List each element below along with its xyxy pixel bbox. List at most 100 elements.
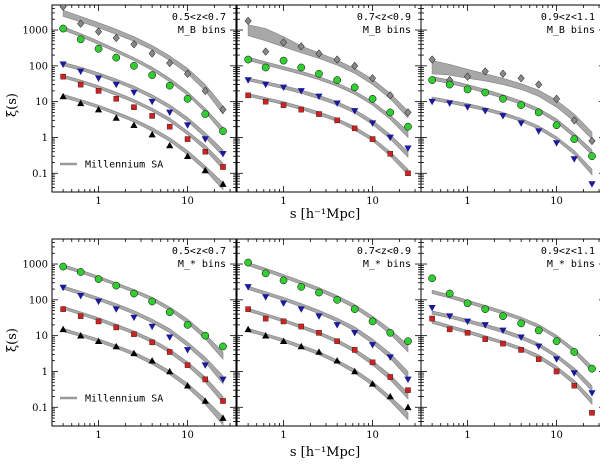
data-point-bright (279, 56, 288, 65)
data-point-intermediate (481, 108, 489, 115)
data-point-most-massive (445, 289, 454, 298)
panel-bins-label: M_B bins (178, 25, 226, 36)
data-point-intermediate (77, 68, 85, 75)
data-point-faint (387, 151, 394, 157)
data-point-bright (534, 108, 543, 117)
data-point-brightest (464, 72, 472, 81)
data-point-least-massive (183, 382, 192, 389)
model-band-3 (247, 77, 409, 159)
data-point-bright (59, 24, 67, 33)
data-point-intermediate (316, 330, 322, 336)
data-point-faint (245, 92, 251, 99)
data-point-faint (334, 117, 340, 124)
panel-bins-label: M_* bins (178, 259, 226, 270)
data-point-faintest (77, 99, 85, 107)
data-point-bright (76, 35, 85, 44)
data-point-intermediate (446, 100, 454, 107)
data-point-bright (183, 94, 192, 103)
model-band-4 (247, 327, 409, 421)
y-tick-label: 100 (29, 295, 48, 306)
data-point-intermediate (149, 339, 155, 346)
data-point-intermediate (201, 136, 209, 143)
panel-bins-label: M_B bins (547, 25, 595, 36)
data-point-most-massive (59, 262, 67, 271)
data-point-brightest (184, 69, 192, 78)
data-point-intermediate (130, 89, 138, 97)
data-point-faintest (166, 141, 174, 149)
data-point-massive (130, 314, 138, 322)
data-point-most-massive (428, 274, 436, 283)
data-point-intermediate (220, 398, 226, 404)
data-point-intermediate (245, 306, 251, 312)
data-point-brightest (166, 58, 174, 68)
data-point-brightest (570, 116, 578, 125)
y-tick-label: 10 (35, 97, 48, 108)
y-tick-label: 10 (35, 331, 48, 342)
data-point-intermediate (500, 340, 506, 347)
data-point-most-massive (368, 317, 377, 326)
panel-plot-area (59, 5, 227, 191)
data-point-massive (219, 376, 227, 384)
panel-2: 1 10 0.7<z<0.9 M_B bins (236, 4, 422, 207)
data-point-intermediate (77, 313, 84, 319)
data-point-least-massive (386, 392, 394, 400)
data-point-faint (369, 136, 376, 142)
data-point-intermediate (280, 318, 287, 325)
data-point-most-massive (481, 305, 490, 313)
data-point-bright (350, 83, 359, 92)
data-point-intermediate (219, 150, 227, 158)
panel-redshift-label: 0.5<z<0.7 (172, 12, 226, 23)
data-point-massive (279, 300, 288, 307)
data-point-massive (552, 356, 561, 363)
data-point-faintest (94, 105, 103, 113)
model-band-3 (431, 96, 593, 176)
data-point-least-massive (262, 332, 270, 339)
data-point-intermediate (262, 81, 270, 89)
data-point-faintest (59, 92, 67, 100)
data-point-most-massive (130, 289, 138, 298)
data-point-faint (298, 106, 304, 113)
data-point-most-massive (183, 321, 192, 329)
data-point-most-massive (570, 348, 579, 356)
data-point-most-massive (76, 268, 85, 276)
data-point-least-massive (279, 337, 288, 345)
data-point-least-massive (112, 342, 120, 350)
data-point-bright (517, 101, 525, 109)
data-point-intermediate (552, 140, 561, 147)
data-point-brightest (588, 136, 596, 146)
model-band-1 (247, 262, 409, 353)
panel-redshift-label: 0.7<z<0.9 (357, 246, 411, 257)
data-point-least-massive (219, 414, 227, 421)
data-point-massive (183, 347, 192, 354)
data-point-bright (261, 63, 270, 72)
data-point-intermediate (184, 362, 191, 368)
x-tick-label: 1 (280, 430, 286, 441)
panel-frame (420, 238, 600, 427)
data-point-intermediate (95, 318, 102, 325)
data-point-faint (405, 170, 411, 177)
data-point-intermediate (482, 336, 488, 342)
model-band-1 (62, 9, 224, 115)
panel-redshift-label: 0.7<z<0.9 (357, 12, 411, 23)
data-point-intermediate (166, 349, 173, 355)
data-point-most-massive (499, 312, 507, 321)
data-point-brightest (333, 55, 341, 64)
model-band-4 (62, 74, 224, 170)
data-point-intermediate (553, 368, 560, 375)
data-point-faint (166, 123, 173, 130)
data-point-intermediate (334, 338, 340, 344)
model-band-4 (62, 327, 224, 426)
data-point-intermediate (166, 109, 174, 117)
data-point-most-massive (404, 337, 412, 346)
model-band-1 (431, 289, 593, 373)
data-point-massive (201, 362, 209, 369)
data-point-most-massive (315, 288, 323, 297)
data-point-faintest (130, 121, 138, 129)
data-point-intermediate (571, 382, 578, 389)
data-point-intermediate (463, 104, 472, 111)
data-point-massive (481, 322, 489, 329)
data-point-bright (570, 135, 579, 143)
data-point-massive (570, 370, 578, 377)
data-point-brightest (297, 42, 305, 51)
